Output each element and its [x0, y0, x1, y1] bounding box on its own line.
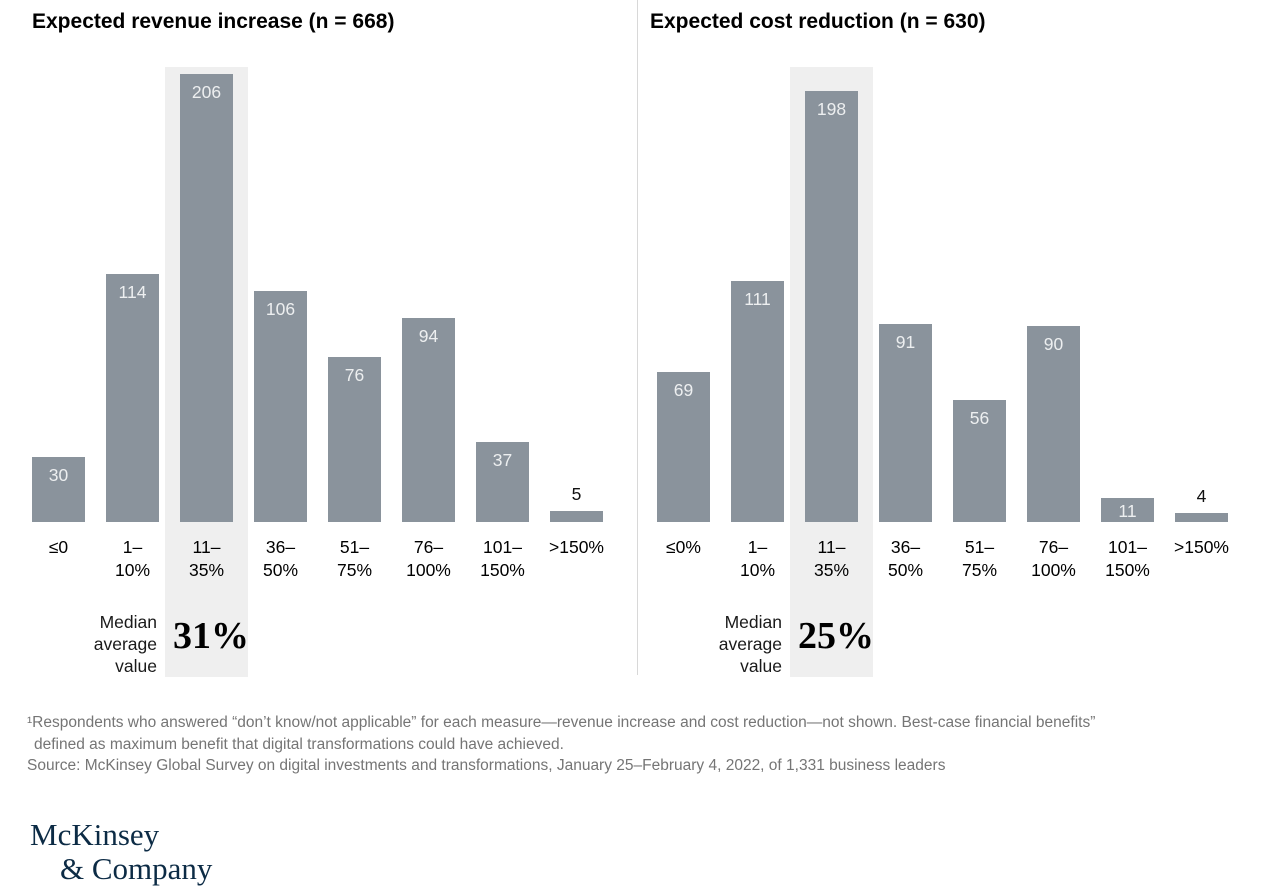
bar: 198 [805, 91, 858, 522]
category-label: 51– 75% [961, 537, 998, 580]
footnote-line-1: ¹Respondents who answered “don’t know/no… [27, 714, 1096, 731]
category-label: 76– 100% [1031, 537, 1076, 580]
bar-value-label: 56 [969, 408, 990, 428]
plot-area: 30 114 206 106 76 94 37 5 [32, 67, 603, 522]
median-label-line: Median [99, 612, 157, 632]
bar-value-label: 91 [895, 332, 916, 352]
category-label: 36– 50% [887, 537, 924, 580]
bar-value-label: 198 [816, 99, 847, 119]
bar: 30 [32, 457, 85, 522]
median-label-line: value [740, 656, 782, 676]
bar-column: 106 [254, 67, 307, 522]
bar: 94 [402, 318, 455, 522]
median-label: Median average value [32, 611, 157, 677]
bar-column: 4 [1175, 67, 1228, 522]
category-label: ≤0% [666, 537, 701, 557]
source-line: Source: McKinsey Global Survey on digita… [27, 757, 946, 774]
bar: 114 [106, 274, 159, 522]
bar: 106 [254, 291, 307, 522]
chart-title: Expected revenue increase (n = 668) [32, 10, 395, 33]
bar: 91 [879, 324, 932, 522]
median-value: 25% [798, 615, 874, 657]
chart-title: Expected cost reduction (n = 630) [650, 10, 986, 33]
bar-value-label: 114 [118, 282, 147, 302]
logo-line-1: McKinsey [30, 817, 160, 852]
bar: 90 [1027, 326, 1080, 522]
footnote-line-2: defined as maximum benefit that digital … [34, 735, 564, 753]
bar-value-label: 37 [492, 450, 513, 470]
bar-value-label: 106 [265, 299, 296, 319]
bar-column: 37 [476, 67, 529, 522]
bar-value-label: 11 [1118, 501, 1137, 521]
category-label: 101– 150% [480, 537, 525, 580]
median-label-line: value [115, 656, 157, 676]
bar-value-label: 111 [744, 289, 771, 309]
bar-column: 56 [953, 67, 1006, 522]
category-label: 51– 75% [336, 537, 373, 580]
bar: 56 [953, 400, 1006, 522]
bar-value-label: 69 [673, 380, 694, 400]
bar [1175, 513, 1228, 522]
revenue-chart: Expected revenue increase (n = 668) 30 11… [32, 0, 644, 700]
logo-line-2: & Company [60, 851, 213, 886]
median-label-line: Median [724, 612, 782, 632]
category-label: 11– 35% [813, 537, 850, 580]
category-label: >150% [1174, 537, 1229, 557]
bar: 37 [476, 442, 529, 522]
median-label-line: average [718, 634, 782, 654]
median-label-line: average [93, 634, 157, 654]
bar-column: 111 [731, 67, 784, 522]
bar: 206 [180, 74, 233, 522]
category-label: ≤0 [48, 537, 69, 557]
panel-divider [637, 0, 638, 675]
bar-column: 90 [1027, 67, 1080, 522]
bar-column: 5 [550, 67, 603, 522]
bar-value-label: 206 [191, 82, 222, 102]
category-label: 11– 35% [188, 537, 225, 580]
bar-column: 11 [1101, 67, 1154, 522]
cost-chart: Expected cost reduction (n = 630) 69 111 1… [650, 0, 1269, 700]
footnote: ¹Respondents who answered “don’t know/no… [27, 712, 1095, 777]
category-label: 101– 150% [1105, 537, 1150, 580]
median-row: Median average value 31% [32, 609, 332, 679]
median-value: 31% [173, 615, 249, 657]
bar-column: 30 [32, 67, 85, 522]
bar: 11 [1101, 498, 1154, 522]
plot-area: 69 111 198 91 56 90 11 4 [657, 67, 1228, 522]
bar-value-label: 5 [571, 483, 582, 504]
bar-value-label: 30 [48, 465, 69, 485]
bar-column: 69 [657, 67, 710, 522]
category-axis: ≤0% 1– 10% 11– 35% 36– 50% 51– 75% 76– 100% 101– 150… [657, 536, 1229, 582]
bar-value-label: 76 [344, 365, 365, 385]
bar-value-label: 90 [1043, 334, 1064, 354]
bar-column: 94 [402, 67, 455, 522]
category-label: 1– 10% [114, 537, 151, 580]
category-label: 36– 50% [262, 537, 299, 580]
bar-column: 206 [180, 67, 233, 522]
bar-column: 76 [328, 67, 381, 522]
category-label: >150% [549, 537, 604, 557]
median-label: Median average value [657, 611, 782, 677]
bar-column: 198 [805, 67, 858, 522]
bar: 76 [328, 357, 381, 522]
bar-column: 91 [879, 67, 932, 522]
bar-column: 114 [106, 67, 159, 522]
category-label: 1– 10% [739, 537, 776, 580]
bar [550, 511, 603, 522]
bar-value-label: 4 [1196, 485, 1207, 506]
bar: 69 [657, 372, 710, 522]
bar: 111 [731, 281, 784, 522]
median-row: Median average value 25% [657, 609, 957, 679]
category-label: 76– 100% [406, 537, 451, 580]
category-axis: ≤0 1– 10% 11– 35% 36– 50% 51– 75% 76– 100% 101– 150%… [32, 536, 604, 582]
bar-value-label: 94 [418, 326, 439, 346]
mckinsey-logo: McKinsey & Company [30, 818, 212, 886]
